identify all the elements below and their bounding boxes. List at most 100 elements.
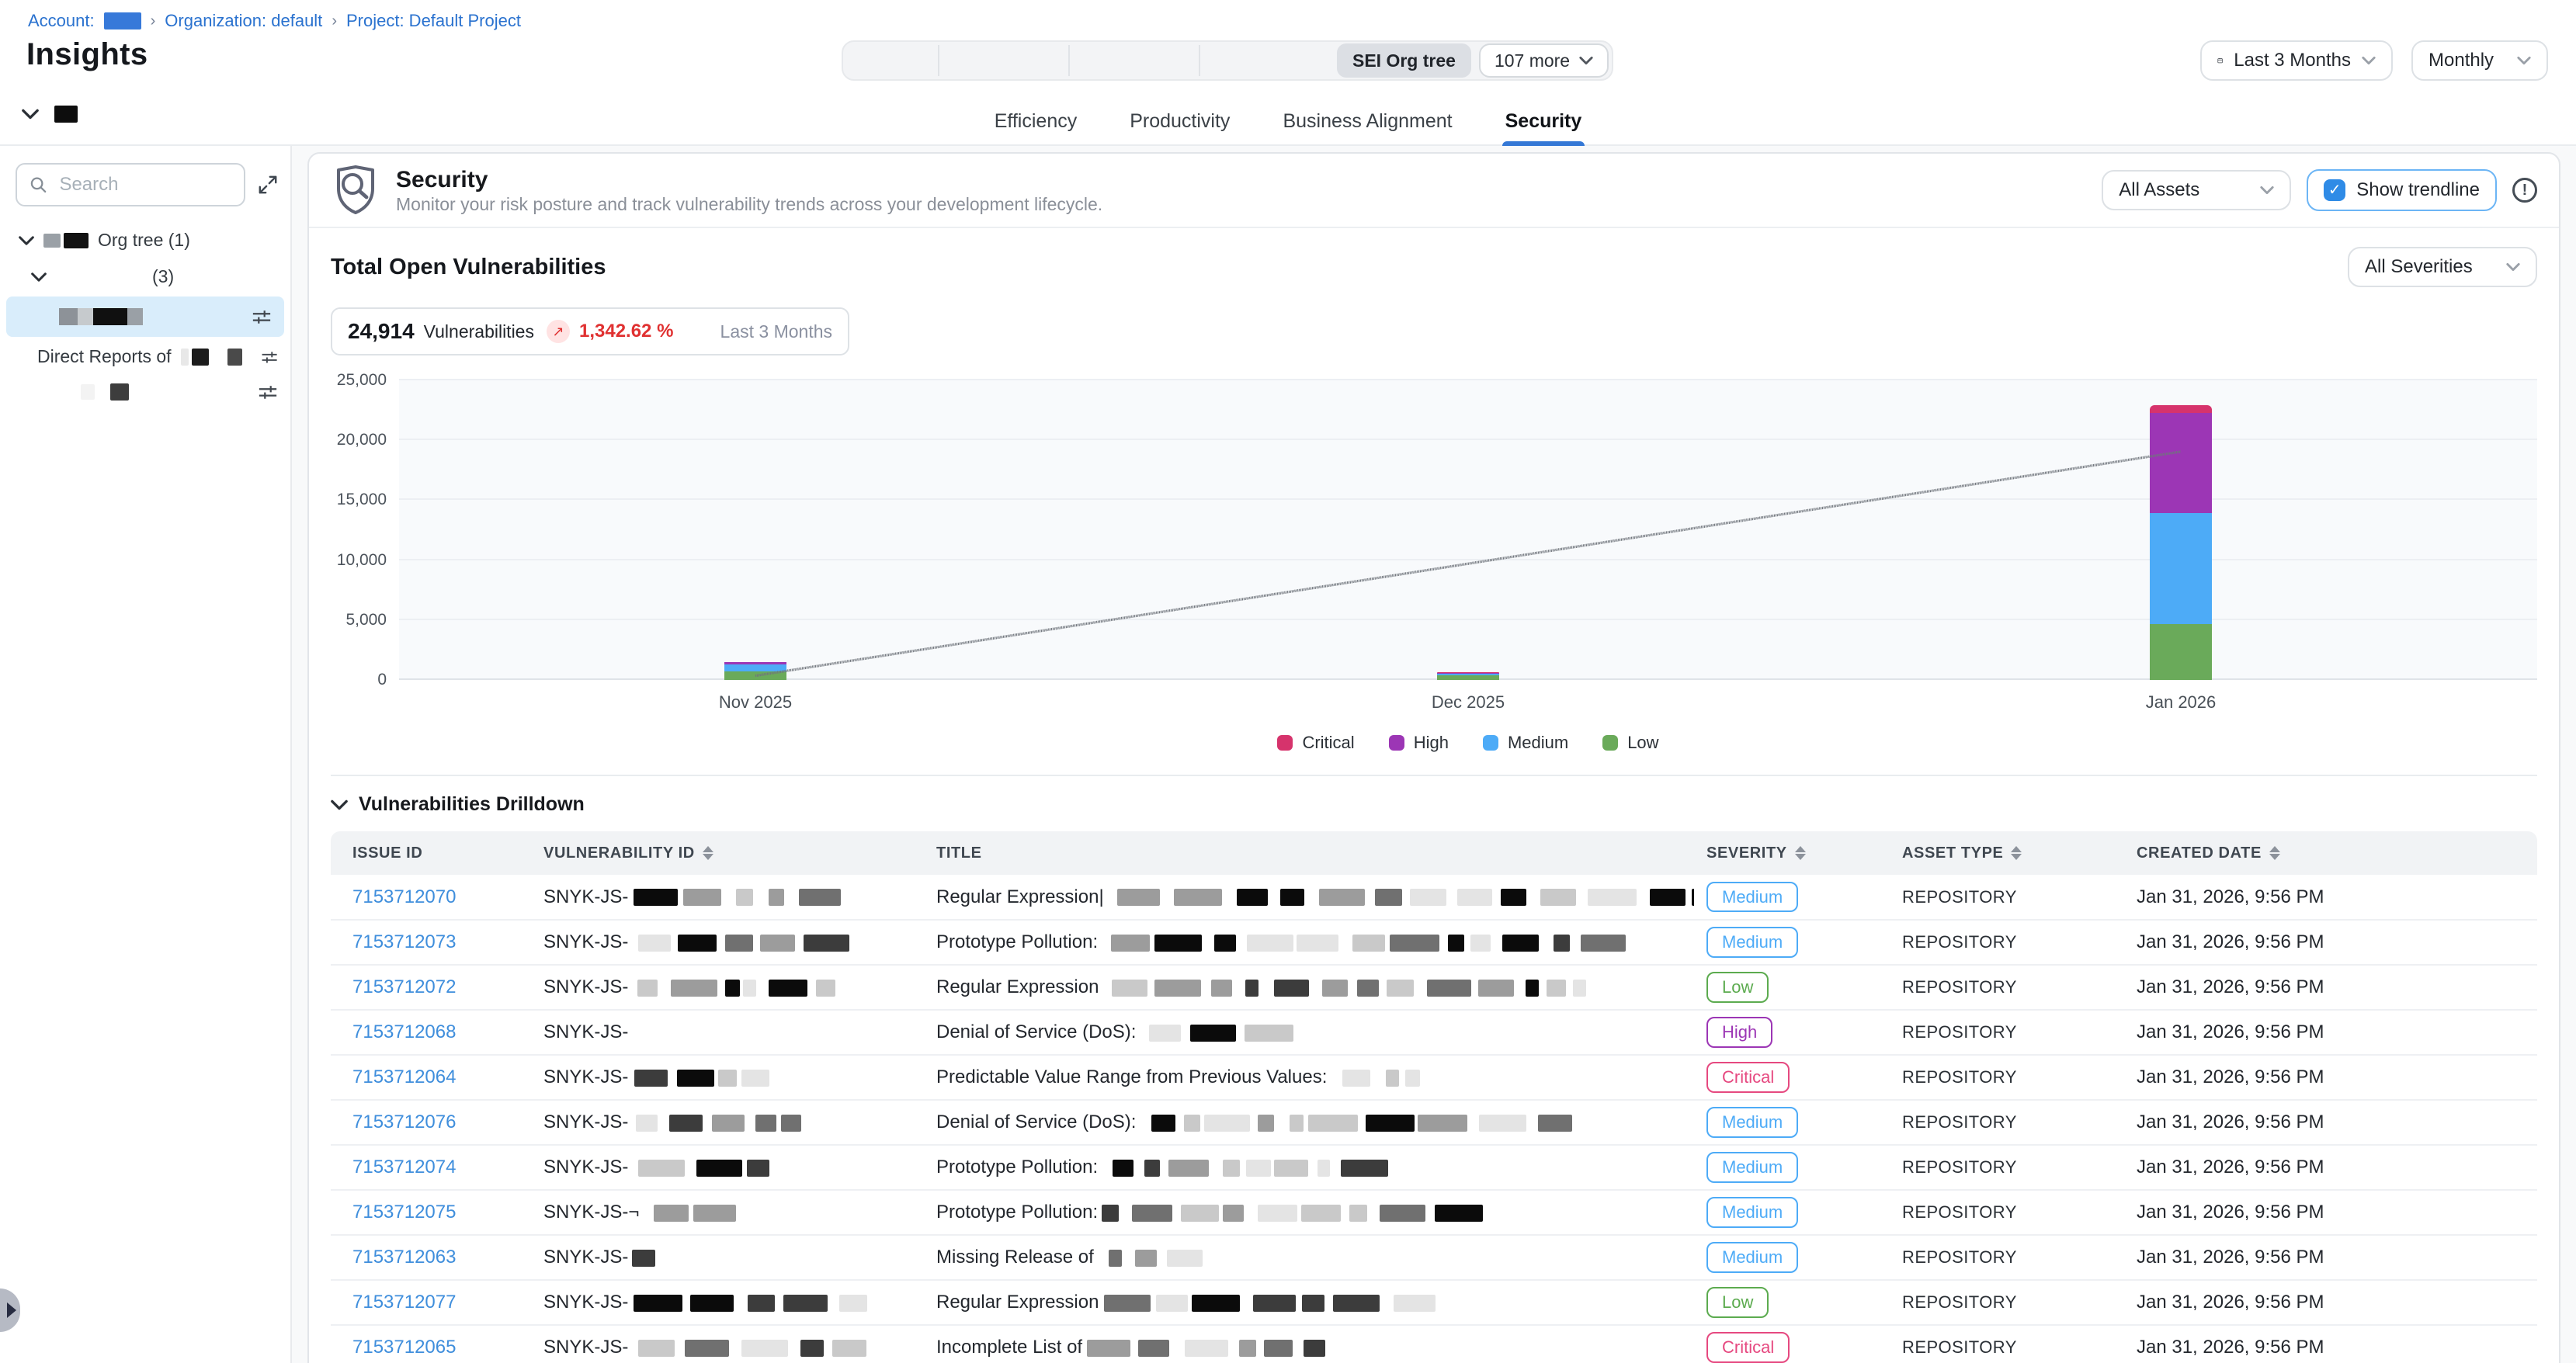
issue-id-link[interactable]: 7153712074 xyxy=(331,1145,531,1191)
breadcrumb-project-link[interactable]: Project: Default Project xyxy=(345,11,521,30)
redacted-text xyxy=(683,889,722,907)
table-row: 7153712074 SNYK-JS- Prototype Pollution: Me… xyxy=(331,1145,2537,1191)
bar-segment-low[interactable] xyxy=(724,671,786,680)
y-tick-label: 25,000 xyxy=(336,371,387,389)
bar-segment-high[interactable] xyxy=(2150,412,2212,514)
segment-empty[interactable] xyxy=(939,45,1070,76)
filter-sliders-icon[interactable] xyxy=(252,307,272,326)
issue-id-link[interactable]: 7153712075 xyxy=(331,1190,531,1236)
date-range-select[interactable]: Last 3 Months xyxy=(2200,40,2393,81)
segment-empty[interactable] xyxy=(1200,45,1331,76)
legend-item-high[interactable]: High xyxy=(1388,733,1449,753)
segment-empty[interactable] xyxy=(1070,45,1200,76)
breadcrumb: Account: › Organization: default › Proje… xyxy=(28,11,521,31)
redacted-text xyxy=(724,979,741,997)
gridline xyxy=(399,379,2537,380)
bar-segment-medium[interactable] xyxy=(724,664,786,672)
sidebar-search[interactable] xyxy=(16,163,245,206)
redacted-text xyxy=(1447,934,1464,952)
column-header-created-date[interactable]: CREATED DATE xyxy=(2124,831,2537,875)
sidebar-collapse-handle[interactable] xyxy=(0,1288,20,1332)
search-input[interactable] xyxy=(56,172,231,197)
tree-node-org-tree[interactable]: Org tree (1) xyxy=(0,222,290,258)
redacted-text xyxy=(1113,1159,1134,1177)
segment-empty[interactable] xyxy=(846,45,939,76)
stacked-bar-dec-2025[interactable] xyxy=(1437,672,1499,680)
severity-filter-select[interactable]: All Severities xyxy=(2348,247,2537,287)
issue-id-link[interactable]: 7153712072 xyxy=(331,965,531,1011)
severity-cell: Medium xyxy=(1694,920,1890,966)
gridline xyxy=(399,439,2537,441)
bar-segment-critical[interactable] xyxy=(724,661,786,663)
tab-security[interactable]: Security xyxy=(1502,96,1585,146)
sort-icon[interactable] xyxy=(702,846,713,860)
redacted-text xyxy=(1502,934,1539,952)
filter-sliders-icon[interactable] xyxy=(258,383,278,401)
checkbox-checked-icon[interactable]: ✓ xyxy=(2324,179,2346,201)
tree-node-group[interactable]: (3) xyxy=(12,258,290,295)
bar-segment-high[interactable] xyxy=(724,662,786,664)
legend-item-low[interactable]: Low xyxy=(1602,733,1659,753)
issue-id-link[interactable]: 7153712073 xyxy=(331,920,531,966)
divider xyxy=(309,227,2559,228)
bar-segment-medium[interactable] xyxy=(1437,674,1499,676)
column-header-asset-type[interactable]: ASSET TYPE xyxy=(1890,831,2124,875)
granularity-select[interactable]: Monthly xyxy=(2411,40,2548,81)
more-segments-dropdown[interactable]: 107 more xyxy=(1478,43,1609,78)
sort-icon[interactable] xyxy=(2269,846,2280,860)
segment-sei-org-tree[interactable]: SEI Org tree xyxy=(1337,43,1471,78)
column-header-vulnerability-id[interactable]: VULNERABILITY ID xyxy=(531,831,924,875)
issue-id-link[interactable]: 7153712065 xyxy=(331,1325,531,1363)
chart-plot-area[interactable] xyxy=(399,379,2537,680)
expand-icon[interactable] xyxy=(258,175,278,195)
tree-item-selected[interactable] xyxy=(6,297,284,337)
legend-item-critical[interactable]: Critical xyxy=(1277,733,1355,753)
title-cell: Regular Expression| xyxy=(924,875,1694,921)
severity-cell: Low xyxy=(1694,965,1890,1011)
table-row: 7153712076 SNYK-JS- Denial of Service (DoS… xyxy=(331,1100,2537,1146)
issue-id-link[interactable]: 7153712063 xyxy=(331,1235,531,1281)
column-header-severity[interactable]: SEVERITY xyxy=(1694,831,1890,875)
filter-sliders-icon[interactable] xyxy=(261,348,278,366)
breadcrumb-account-link[interactable]: Account: xyxy=(28,11,95,30)
redacted-label xyxy=(54,106,78,123)
redacted-text xyxy=(1332,1294,1380,1312)
tree-item[interactable] xyxy=(0,375,290,409)
redacted-text xyxy=(725,934,753,952)
redacted-text xyxy=(755,1114,776,1132)
breadcrumb-organization-link[interactable]: Organization: default xyxy=(165,11,323,30)
info-icon[interactable]: ! xyxy=(2512,178,2537,203)
bar-segment-medium[interactable] xyxy=(2150,513,2212,625)
redacted-text xyxy=(816,979,836,997)
drilldown-toggle[interactable]: Vulnerabilities Drilldown xyxy=(331,776,2537,831)
bar-segment-low[interactable] xyxy=(1437,675,1499,680)
issue-id-link[interactable]: 7153712068 xyxy=(331,1010,531,1056)
issue-id-link[interactable]: 7153712064 xyxy=(331,1055,531,1101)
sort-icon[interactable] xyxy=(2011,846,2022,860)
issue-id-link[interactable]: 7153712070 xyxy=(331,875,531,921)
show-trendline-toggle[interactable]: ✓ Show trendline xyxy=(2307,169,2497,211)
severity-cell: Medium xyxy=(1694,1235,1890,1281)
issue-id-link[interactable]: 7153712077 xyxy=(331,1280,531,1326)
assets-filter-select[interactable]: All Assets xyxy=(2102,170,2292,210)
redacted-text xyxy=(669,1114,703,1132)
sort-icon[interactable] xyxy=(1794,846,1806,860)
issue-id-link[interactable]: 7153712076 xyxy=(331,1100,531,1146)
redacted-text xyxy=(743,979,757,997)
severity-badge: Critical xyxy=(1706,1332,1790,1363)
gridline xyxy=(399,498,2537,501)
stacked-bar-jan-2026[interactable] xyxy=(2150,405,2212,680)
bar-segment-critical[interactable] xyxy=(2150,405,2212,413)
divider xyxy=(331,775,2537,776)
vulnerability-id-cell: SNYK-JS-¬ xyxy=(531,1190,924,1236)
tree-item-direct-reports[interactable]: Direct Reports of xyxy=(0,338,290,375)
tab-business-alignment[interactable]: Business Alignment xyxy=(1283,109,1453,132)
redacted-text xyxy=(1181,1204,1220,1222)
sidebar-section-toggle[interactable] xyxy=(22,106,78,123)
bar-segment-low[interactable] xyxy=(2150,624,2212,680)
stacked-bar-nov-2025[interactable] xyxy=(724,661,786,680)
tab-efficiency[interactable]: Efficiency xyxy=(994,109,1078,132)
bar-segment-high[interactable] xyxy=(1437,672,1499,675)
legend-item-medium[interactable]: Medium xyxy=(1482,733,1568,753)
tab-productivity[interactable]: Productivity xyxy=(1130,109,1231,132)
